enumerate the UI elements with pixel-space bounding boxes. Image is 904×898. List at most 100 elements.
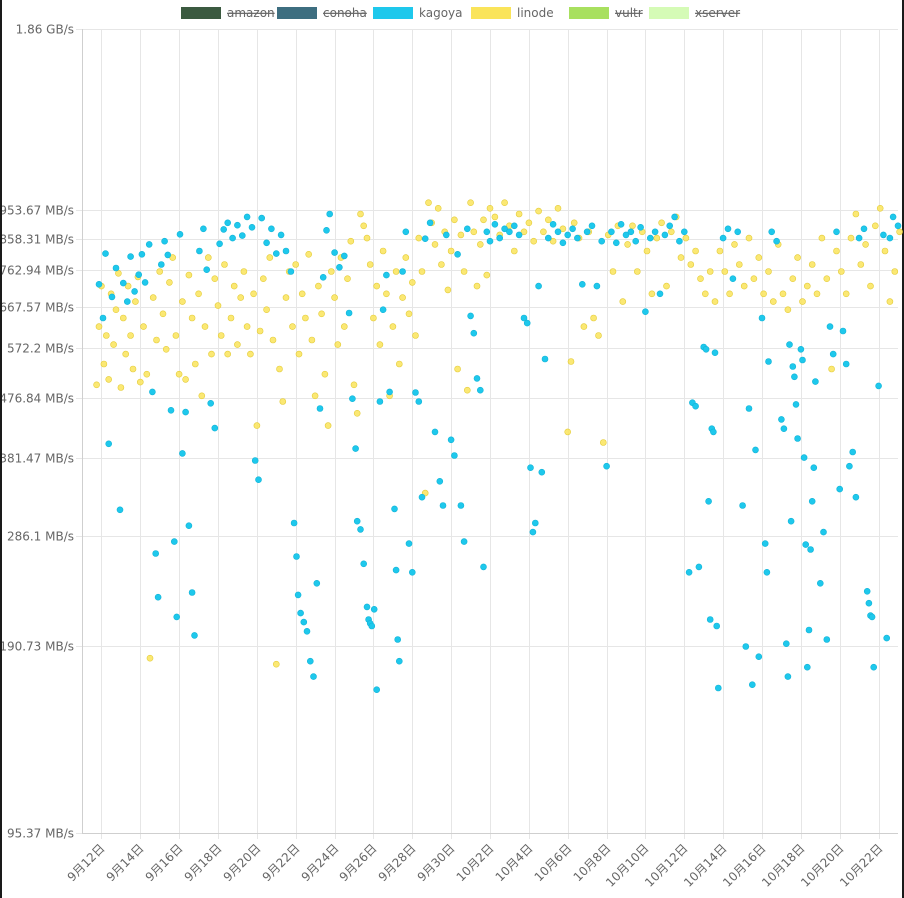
linode-point — [105, 376, 112, 383]
linode-point — [110, 341, 117, 348]
kagoya-point — [167, 406, 175, 414]
legend-label-amazon[interactable]: amazon — [227, 6, 275, 20]
kagoya-point — [535, 282, 542, 290]
legend-swatch-conoha[interactable] — [277, 7, 317, 19]
kagoya-point — [794, 435, 801, 442]
linode-point — [389, 323, 397, 330]
linode-point — [370, 314, 377, 322]
kagoya-point — [102, 250, 109, 257]
legend-label-xserver[interactable]: xserver — [695, 6, 740, 20]
kagoya-point — [138, 251, 146, 258]
linode-point — [486, 205, 494, 212]
legend-swatch-vultr[interactable] — [569, 7, 609, 19]
kagoya-point — [454, 251, 461, 258]
kagoya-point — [145, 241, 153, 248]
kagoya-point — [294, 591, 302, 599]
kagoya-point — [188, 589, 196, 596]
kagoya-point — [418, 493, 426, 501]
kagoya-point — [108, 293, 116, 301]
legend-swatch-kagoya[interactable] — [373, 7, 413, 19]
linode-point — [408, 279, 416, 286]
kagoya-point — [692, 402, 699, 410]
legend-swatch-xserver[interactable] — [649, 7, 689, 19]
kagoya-point — [336, 263, 343, 271]
kagoya-point — [593, 282, 601, 290]
legend-swatch-linode[interactable] — [471, 7, 511, 19]
kagoya-point — [331, 249, 338, 256]
kagoya-point — [849, 448, 857, 456]
kagoya-point — [833, 228, 840, 236]
kagoya-point — [863, 587, 871, 595]
kagoya-point — [220, 226, 227, 233]
kagoya-point — [251, 457, 259, 464]
kagoya-point — [95, 280, 103, 288]
kagoya-point — [729, 275, 737, 283]
kagoya-point — [800, 454, 808, 461]
legend-swatch-amazon[interactable] — [181, 7, 221, 19]
x-tick-label: 9月26日 — [337, 841, 380, 884]
kagoya-point — [224, 219, 231, 227]
linode-point — [175, 370, 183, 378]
kagoya-point — [152, 550, 159, 557]
linode-point — [444, 286, 452, 294]
kagoya-point — [185, 522, 193, 530]
linode-point — [373, 282, 381, 290]
linode-point — [803, 282, 811, 290]
linode-point — [112, 306, 120, 314]
linode-point — [451, 216, 458, 224]
x-tick-label: 9月28日 — [376, 841, 419, 884]
linode-point — [415, 234, 423, 242]
kagoya-point — [870, 663, 878, 671]
linode-point — [360, 222, 368, 230]
x-tick-label: 10月6日 — [532, 841, 575, 884]
linode-point — [305, 251, 313, 258]
linode-point — [755, 254, 763, 261]
linode-point — [234, 341, 241, 348]
kagoya-point — [182, 408, 189, 416]
kagoya-point — [816, 579, 824, 587]
legend-label-kagoya[interactable]: kagoya — [419, 6, 463, 20]
kagoya-point — [823, 636, 831, 643]
kagoya-point — [476, 386, 484, 394]
kagoya-point — [248, 224, 256, 231]
kagoya-point — [282, 247, 290, 255]
linode-point — [871, 222, 879, 230]
kagoya-point — [310, 673, 317, 680]
linode-point — [808, 261, 816, 268]
kagoya-point — [564, 231, 572, 239]
linode-point — [648, 290, 656, 298]
linode-point — [750, 275, 758, 283]
kagoya-point — [268, 225, 275, 233]
linode-point — [321, 370, 329, 378]
kagoya-point — [149, 388, 156, 396]
linode-point — [677, 254, 685, 261]
linode-point — [327, 268, 335, 275]
kagoya-point — [426, 219, 434, 227]
kagoya-point — [408, 568, 416, 576]
linode-point — [653, 234, 661, 242]
linode-point — [395, 360, 403, 368]
kagoya-point — [598, 237, 606, 245]
linode-point — [172, 332, 180, 339]
kagoya-point — [752, 446, 759, 454]
legend-label-linode[interactable]: linode — [517, 6, 554, 20]
linode-point — [463, 386, 471, 394]
kagoya-point — [805, 626, 813, 634]
linode-point — [789, 275, 797, 283]
kagoya-point — [158, 261, 165, 268]
kagoya-point — [353, 517, 361, 525]
linode-point — [530, 237, 538, 245]
kagoya-point — [460, 538, 468, 545]
kagoya-point — [211, 424, 219, 432]
kagoya-point — [486, 237, 494, 245]
kagoya-point — [807, 546, 814, 553]
legend-label-conoha[interactable]: conoha — [323, 6, 367, 20]
kagoya-point — [306, 657, 314, 665]
kagoya-point — [179, 450, 186, 457]
linode-point — [253, 422, 261, 429]
linode-point — [195, 290, 202, 298]
kagoya-point — [622, 231, 630, 239]
legend-label-vultr[interactable]: vultr — [615, 6, 643, 20]
kagoya-point — [349, 395, 356, 403]
linode-point — [272, 660, 280, 668]
